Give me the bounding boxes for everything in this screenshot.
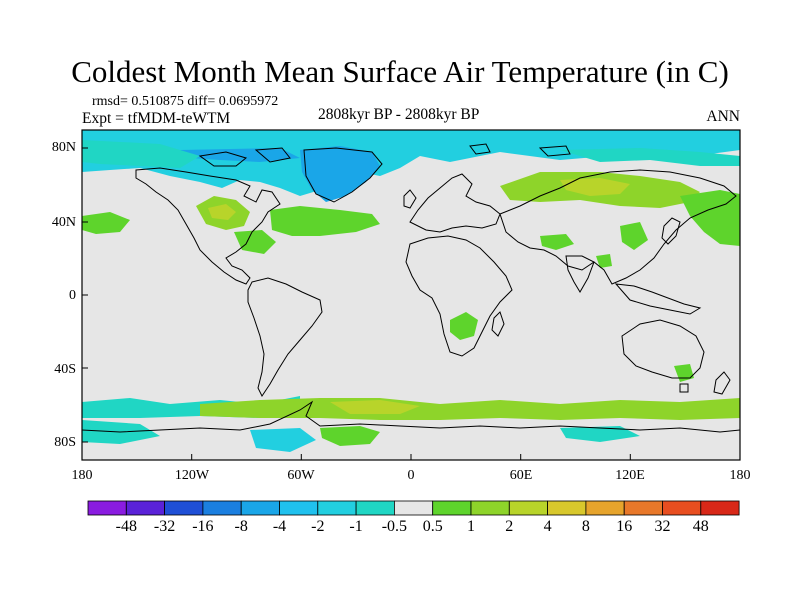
coast-greenland	[303, 147, 383, 203]
colorbar-label: -8	[234, 518, 248, 535]
anomaly-greenland-blue	[300, 146, 380, 202]
colorbar-swatch	[355, 500, 395, 516]
colorbar-label: -2	[311, 518, 325, 535]
lon-label-180e: 180	[729, 468, 751, 483]
colorbar-swatch	[393, 500, 434, 516]
colorbar-label: 32	[654, 518, 671, 535]
colorbar	[87, 500, 740, 516]
colorbar-label: 4	[543, 518, 552, 535]
colorbar-swatch	[202, 500, 242, 516]
coast-india	[565, 255, 595, 293]
lat-label-0: 0	[69, 288, 76, 303]
coast-madagascar	[491, 311, 505, 337]
lon-label-120w: 120W	[174, 468, 210, 483]
colorbar-swatch	[700, 500, 740, 516]
lat-label-40s: 40S	[54, 362, 76, 377]
colorbar-label: -32	[153, 518, 176, 535]
anomaly-pacific-green	[82, 212, 130, 234]
colorbar-swatch	[317, 500, 357, 516]
anomaly-antarctic-cyan	[250, 428, 316, 452]
season-label: ANN	[706, 108, 740, 125]
colorbar-label: -0.5	[381, 518, 408, 535]
coast-japan	[661, 217, 681, 245]
lon-label-120e: 120E	[615, 468, 645, 483]
coast-asia	[499, 169, 737, 285]
period-label: 2808kyr BP - 2808kyr BP	[318, 106, 480, 123]
colorbar-swatch	[662, 500, 702, 516]
experiment-label: Expt = tfMDM-teWTM	[82, 110, 231, 127]
colorbar-swatch	[164, 500, 204, 516]
colorbar-swatch	[470, 500, 510, 516]
coast-australia	[621, 319, 705, 379]
colorbar-label: -16	[192, 518, 214, 535]
colorbar-swatch	[547, 500, 587, 516]
coast-new-zealand	[713, 371, 731, 395]
coastlines	[82, 143, 740, 433]
colorbar-swatch	[279, 500, 319, 516]
colorbar-label: 1	[467, 518, 475, 535]
rmsd-diff-stats: rmsd= 0.510875 diff= 0.0695972	[92, 94, 279, 109]
coast-europe	[409, 173, 501, 233]
anomaly-siberia-teal	[560, 148, 740, 166]
anomaly-na-south-green	[234, 230, 276, 254]
anomaly-southern-lightgreen	[330, 400, 420, 414]
colorbar-swatch	[432, 500, 472, 516]
coast-north-america	[135, 167, 281, 285]
lat-label-40n: 40N	[51, 215, 76, 230]
colorbar-label: -48	[115, 518, 137, 535]
anomaly-africa-green	[450, 312, 478, 340]
colorbar-label: -4	[272, 518, 287, 535]
colorbar-label: -1	[349, 518, 363, 535]
colorbar-swatch	[508, 500, 548, 516]
colorbar-label: 0.5	[422, 518, 443, 535]
lat-label-80s: 80S	[54, 435, 76, 450]
colorbar-label: 48	[692, 518, 709, 535]
anomaly-antarctic-east-teal	[560, 426, 640, 442]
coast-southeast-asia	[614, 283, 702, 315]
lon-label-60e: 60E	[509, 468, 533, 483]
coast-tasmania	[679, 383, 689, 393]
colorbar-swatch	[125, 500, 166, 516]
coast-arctic-islands	[198, 143, 571, 167]
colorbar-swatch	[585, 500, 625, 516]
coast-south-america	[247, 277, 323, 397]
lat-label-80n: 80N	[51, 140, 76, 155]
anomaly-middleeast-green	[540, 234, 574, 250]
anomaly-arctic-teal	[82, 140, 200, 168]
anomaly-arctic-blue-strip	[180, 148, 300, 162]
coast-british-isles	[403, 189, 417, 209]
anomaly-fields	[82, 130, 740, 452]
anomaly-arctic-cyan	[82, 130, 740, 196]
anomaly-japan-green	[620, 222, 648, 250]
anomaly-na-lightgreen	[208, 204, 236, 220]
map-title: Coldest Month Mean Surface Air Temperatu…	[71, 54, 729, 89]
anomaly-eurasia-lightgreen	[560, 178, 630, 196]
anomaly-antarctic-green	[320, 426, 380, 446]
anomaly-india-green	[596, 254, 612, 268]
lon-label-0: 0	[407, 468, 415, 483]
colorbar-swatch	[87, 500, 127, 516]
anomaly-atlantic-green	[270, 206, 380, 236]
colorbar-label: 2	[505, 518, 514, 535]
colorbar-swatch	[240, 500, 280, 516]
axis-ticks	[81, 147, 741, 460]
colorbar-label: 8	[581, 518, 590, 535]
colorbar-swatch	[623, 500, 663, 516]
coast-antarctica	[82, 400, 740, 433]
lon-label-180w: 180	[71, 468, 93, 483]
coast-africa	[405, 235, 513, 357]
colorbar-label: 16	[616, 518, 633, 535]
lon-label-60w: 60W	[287, 468, 315, 483]
